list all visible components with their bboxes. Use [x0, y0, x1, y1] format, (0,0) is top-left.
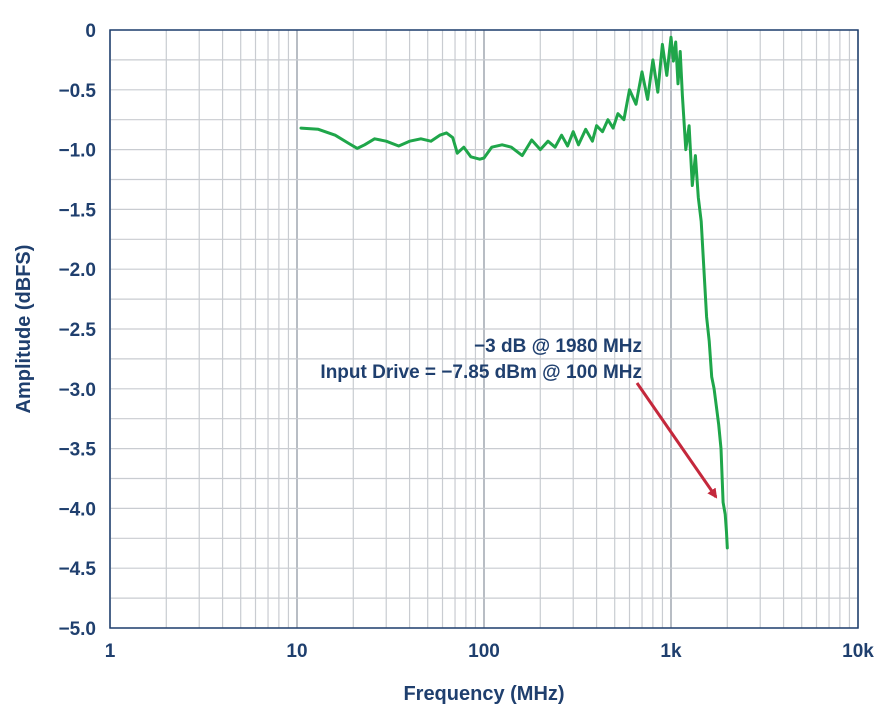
y-tick-label: −3.0: [58, 380, 96, 401]
y-axis-title: Amplitude (dBFS): [13, 245, 35, 414]
y-tick-label: −1.5: [58, 200, 96, 221]
x-tick-label: 1: [105, 641, 116, 662]
y-tick-label: −4.5: [58, 559, 96, 580]
annotation-line-1: −3 dB @ 1980 MHz: [474, 336, 642, 357]
annotation-line-2: Input Drive = −7.85 dBm @ 100 MHz: [320, 362, 642, 383]
series-group: [299, 35, 729, 550]
y-tick-label: 0: [85, 21, 96, 42]
annotation-arrow: [635, 382, 718, 499]
grid: [109, 29, 859, 629]
x-tick-label: 1k: [660, 641, 682, 662]
x-tick-label: 100: [468, 641, 500, 662]
x-tick-label: 10: [286, 641, 307, 662]
y-tick-label: −2.0: [58, 260, 96, 281]
x-axis-title: Frequency (MHz): [403, 683, 564, 705]
annotation: −3 dB @ 1980 MHz Input Drive = −7.85 dBm…: [320, 336, 718, 499]
plot-frame: [109, 29, 859, 629]
y-tick-label: −1.0: [58, 141, 96, 162]
y-tick-label: −4.0: [58, 499, 96, 520]
y-tick-label: −5.0: [58, 619, 96, 640]
x-axis-ticks: 1 10 100 1k 10k: [105, 641, 875, 662]
series-line: [299, 35, 729, 550]
y-axis-ticks: 0 −0.5 −1.0 −1.5 −2.0 −2.5 −3.0 −3.5 −4.0 −4.5 −5.…: [58, 21, 96, 640]
y-tick-label: −0.5: [58, 81, 96, 102]
y-tick-label: −2.5: [58, 320, 96, 341]
x-tick-label: 10k: [842, 641, 874, 662]
y-tick-label: −3.5: [58, 440, 96, 461]
